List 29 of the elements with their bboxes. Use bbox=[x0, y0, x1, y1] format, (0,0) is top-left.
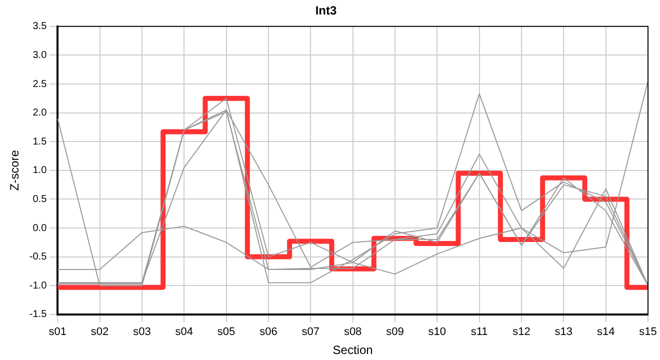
y-tick-label: 0.0 bbox=[32, 222, 48, 234]
x-tick-label: s06 bbox=[260, 326, 278, 338]
x-tick-label: s02 bbox=[90, 326, 109, 338]
x-tick-label: s11 bbox=[470, 326, 488, 338]
y-tick-label: 1.0 bbox=[32, 165, 48, 176]
x-tick-label: s04 bbox=[175, 326, 194, 338]
y-tick-label: 0.5 bbox=[32, 194, 48, 205]
chart-title: Int3 bbox=[315, 4, 337, 18]
x-tick-label: s14 bbox=[596, 326, 615, 338]
y-tick-label: 2.0 bbox=[32, 108, 48, 119]
x-tick-label: s03 bbox=[133, 326, 151, 338]
x-tick-label: s09 bbox=[386, 326, 404, 338]
y-axis-title: Z-score bbox=[8, 150, 22, 191]
y-tick-label: -0.5 bbox=[29, 252, 48, 263]
y-tick-label: -1.5 bbox=[29, 309, 48, 320]
x-axis-title: Section bbox=[332, 343, 373, 358]
y-tick-label: 3.5 bbox=[32, 21, 48, 32]
y-tick-label: 3.0 bbox=[32, 50, 48, 61]
x-tick-label: s05 bbox=[217, 326, 236, 338]
y-tick-label: 2.5 bbox=[32, 78, 48, 90]
x-tick-label: s07 bbox=[302, 326, 320, 338]
x-tick-label: s08 bbox=[344, 326, 362, 338]
x-tick-label: s15 bbox=[639, 326, 657, 338]
y-tick-label: -1.0 bbox=[29, 280, 48, 292]
x-tick-label: s12 bbox=[512, 326, 530, 338]
x-tick-label: s13 bbox=[554, 326, 573, 338]
x-tick-label: s10 bbox=[428, 326, 446, 338]
y-tick-label: 1.5 bbox=[32, 136, 48, 148]
x-tick-label: s01 bbox=[48, 326, 67, 338]
